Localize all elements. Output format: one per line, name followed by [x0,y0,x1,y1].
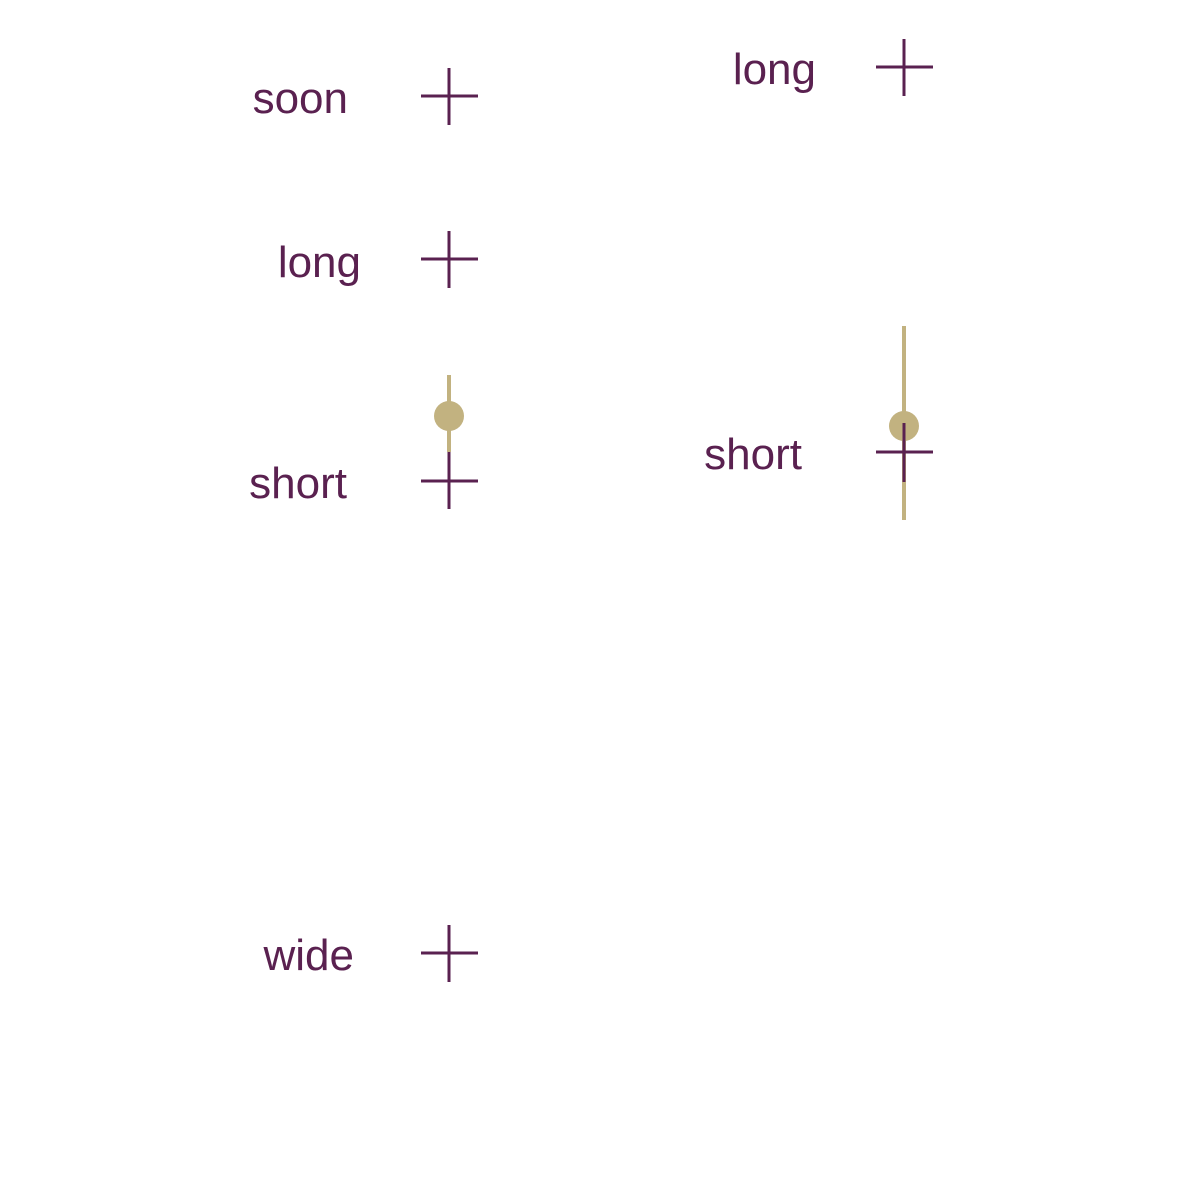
plus-icon [421,925,478,982]
plus-icon [421,231,478,288]
item-label: short [704,430,802,479]
item-wide: wide [263,925,478,982]
plus-icon [421,68,478,125]
item-short: short [704,326,933,520]
item-label: soon [253,74,348,123]
plus-icon [876,39,933,96]
item-label: long [278,238,361,287]
dot-whisker [434,375,464,452]
whisker-dot [434,401,464,431]
item-label: short [249,459,347,508]
item-soon: soon [253,68,478,125]
item-label: long [733,45,816,94]
item-label: wide [263,931,355,980]
item-long: long [733,39,933,96]
plus-icon [876,423,933,482]
plus-icon [421,452,478,509]
item-short: short [249,375,478,509]
item-long: long [278,231,478,288]
